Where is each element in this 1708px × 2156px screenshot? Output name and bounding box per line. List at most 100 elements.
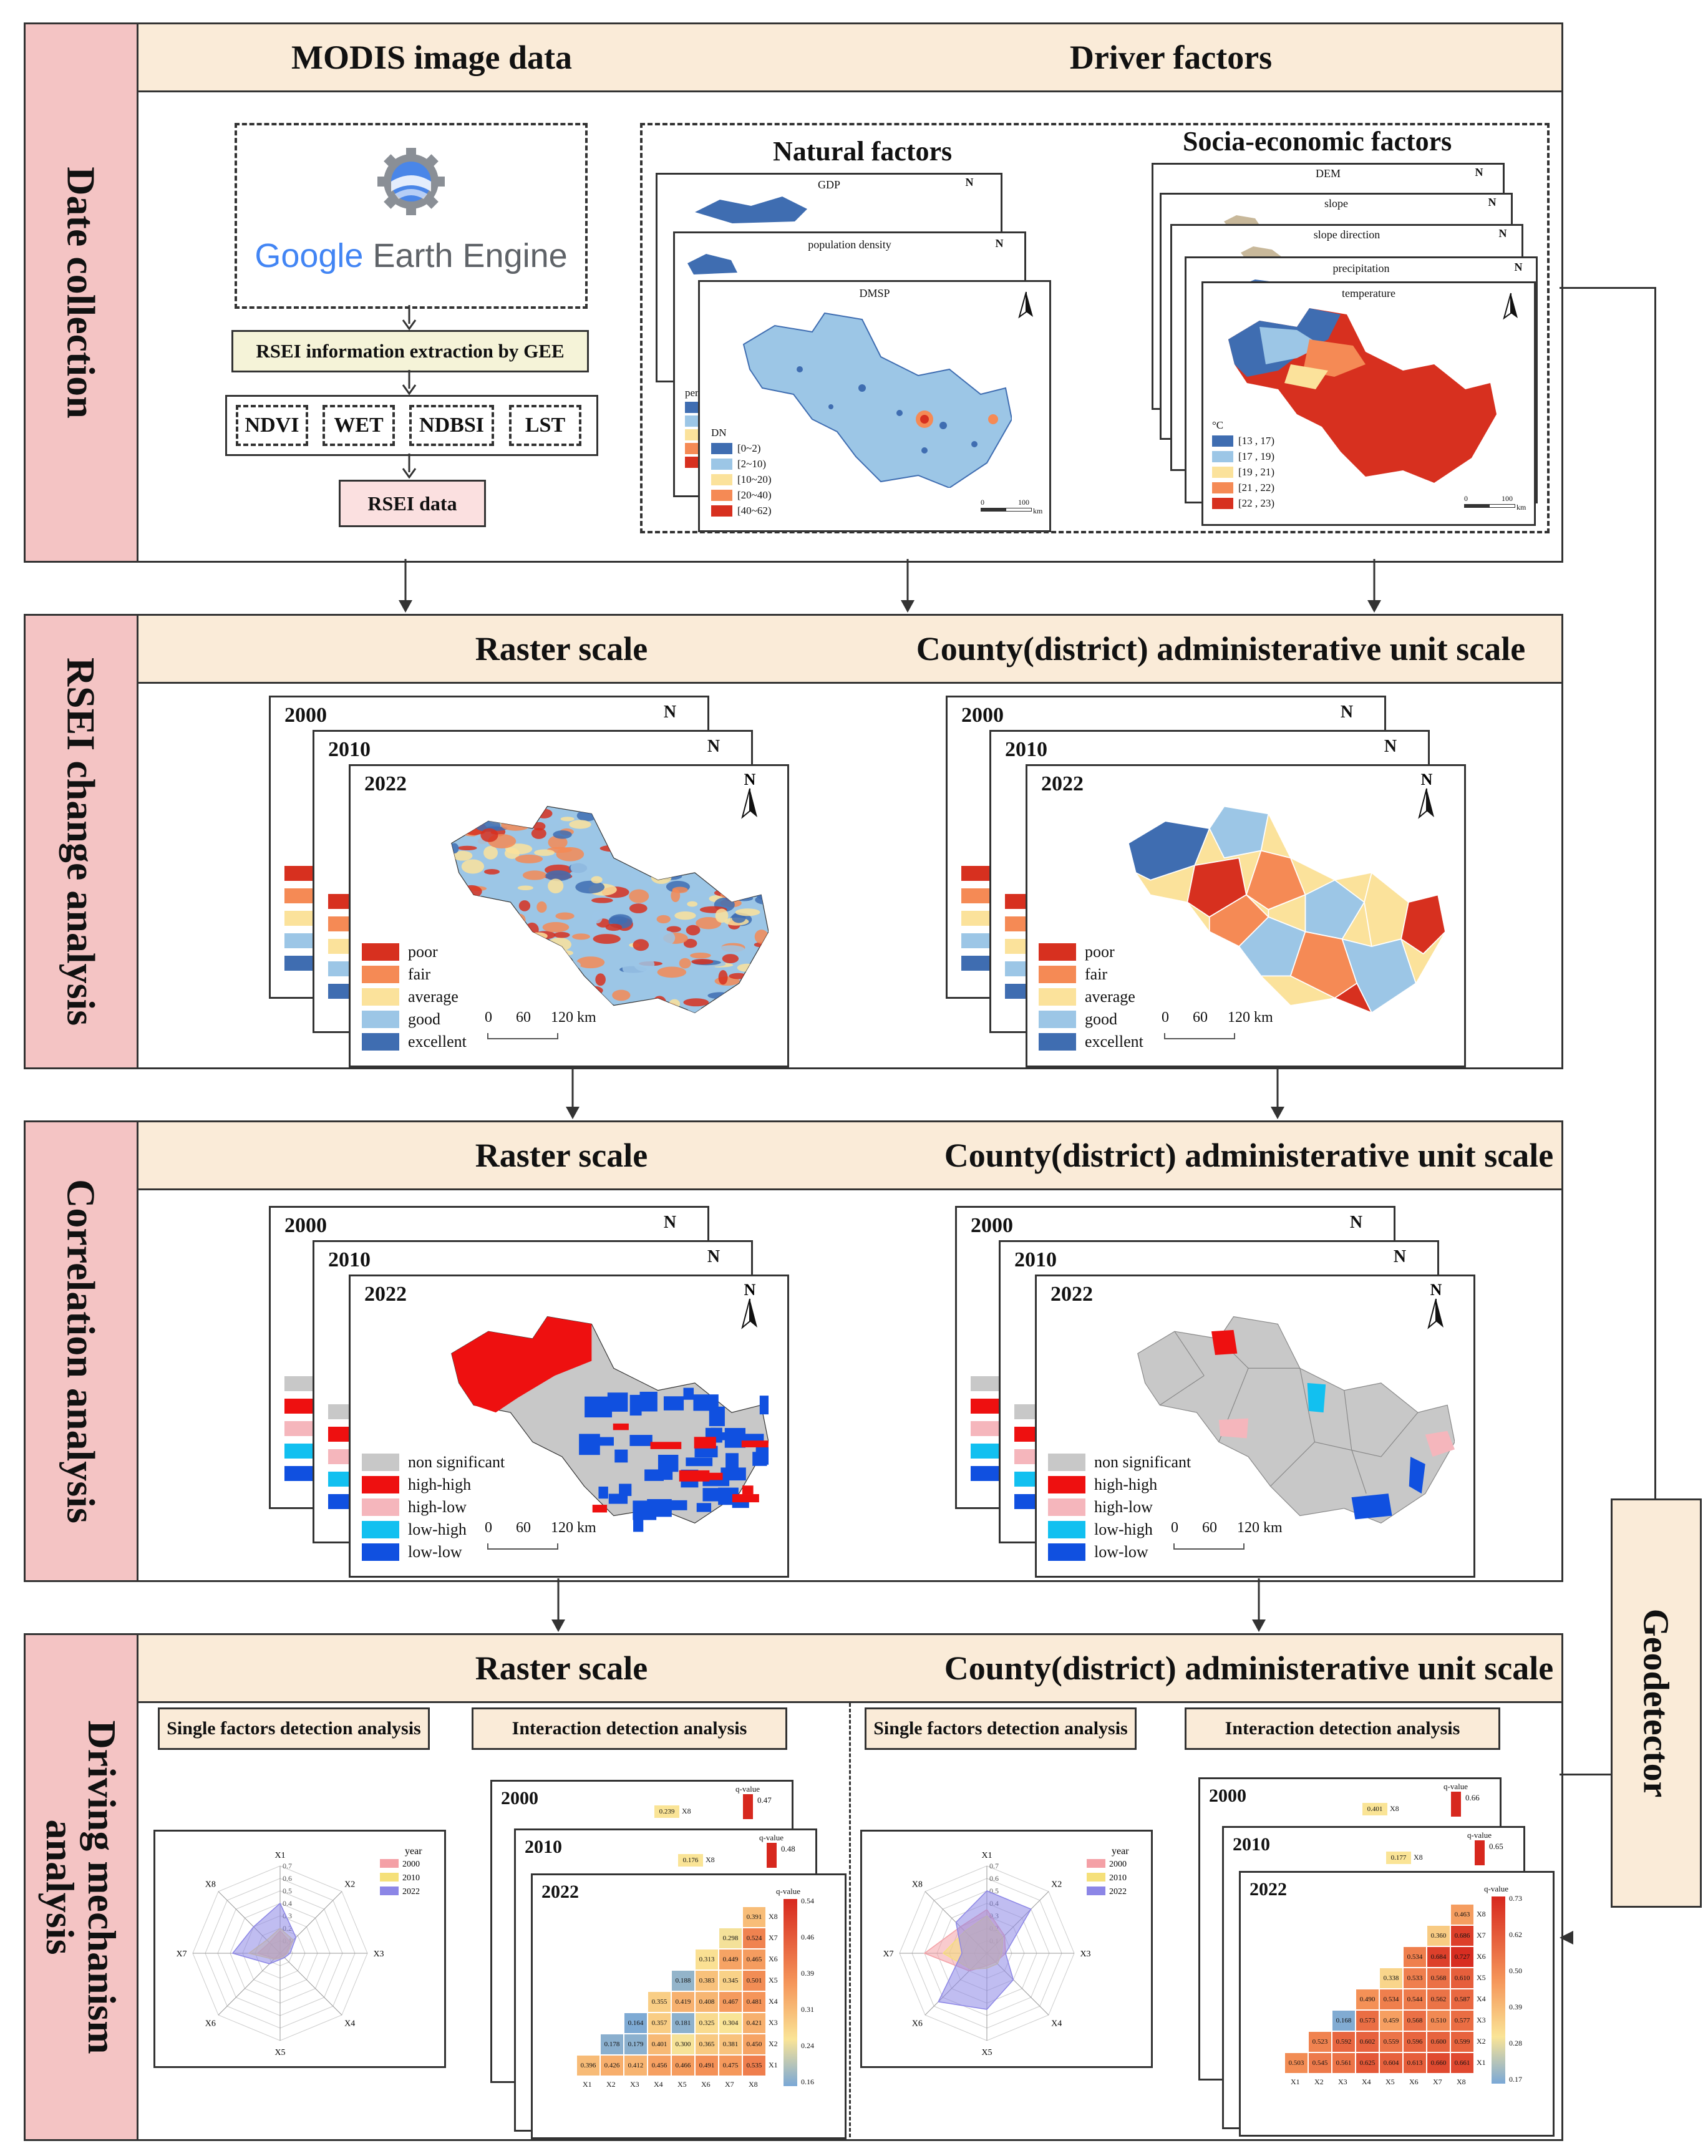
- heat-col-label: X1: [1291, 2077, 1300, 2086]
- gee-earth-engine-text: Earth Engine: [363, 237, 568, 274]
- section-label: RSEI change analysis: [59, 657, 104, 1026]
- heat-col-label: X5: [1385, 2077, 1395, 2086]
- year-label: 2022: [1041, 772, 1084, 795]
- section-header-band: Raster scale County(district) administer…: [138, 616, 1561, 684]
- heat-cell: 0.600: [1427, 2031, 1450, 2052]
- arrow-down-icon: [566, 1066, 580, 1119]
- radar-axis-label: X5: [981, 2048, 992, 2057]
- radar-legend-title: year: [1112, 1846, 1129, 1857]
- scale-label: 0: [485, 1520, 492, 1536]
- heat-cell: 0.599: [1450, 2031, 1474, 2052]
- heat-col-label: X8: [749, 2080, 758, 2089]
- map-thumb: [695, 197, 807, 223]
- radar-legend-swatch: [380, 1886, 399, 1895]
- heat-cell: 0.365: [695, 2034, 719, 2055]
- map-legend: non significant high-high high-low low-high…: [1048, 1451, 1191, 1563]
- heat-cell: 0.545: [1308, 2052, 1332, 2074]
- heat-cell: 0.179: [624, 2034, 648, 2055]
- radar-axis-label: X6: [912, 2019, 923, 2029]
- scale-line: [487, 1543, 558, 1550]
- radar-axis-line: [279, 1953, 342, 2016]
- socio-factors-title: Socia-economic factors: [1183, 126, 1452, 157]
- heat-cell: 0.164: [624, 2013, 648, 2034]
- heat-cell: 0.300: [671, 2034, 695, 2055]
- heat-cell: 0.534: [1379, 1989, 1403, 2010]
- map-legend: poor fair average good excellent: [362, 941, 467, 1053]
- scale-label: 120 km: [1228, 1009, 1273, 1026]
- legend-peek: [284, 1376, 316, 1488]
- legend-peek-swatch: [284, 1444, 316, 1459]
- legend-swatch: [1048, 1476, 1085, 1493]
- header-county-scale: County(district) administerative unit sc…: [944, 1649, 1554, 1687]
- back-cell: 0.401: [1362, 1803, 1387, 1815]
- colorbar-tick: 0.17: [1509, 2075, 1522, 2084]
- heat-cell: 0.613: [1403, 2052, 1427, 2074]
- arrow-down-icon: [901, 559, 915, 613]
- year-label: 2000: [501, 1788, 538, 1809]
- radar-axis-label: X2: [344, 1880, 355, 1889]
- legend-swatch: [1039, 988, 1076, 1006]
- heat-cell: 0.381: [719, 2034, 742, 2055]
- north-label: N: [707, 737, 721, 756]
- heat-cell: 0.188: [671, 1970, 695, 1991]
- dmsp-legend-2: [10~20): [737, 473, 772, 485]
- arrow-down-icon: [1271, 1066, 1284, 1119]
- map-thumb: [687, 254, 737, 274]
- colorbar-peek: [1475, 1840, 1485, 1865]
- back-cell: 0.239: [654, 1805, 679, 1818]
- radar-axis-label: X3: [373, 1950, 384, 1959]
- heat-cell: 0.345: [719, 1970, 742, 1991]
- heat-cell: 0.684: [1427, 1946, 1450, 1968]
- legend-text: low-high: [408, 1520, 467, 1538]
- heat-col-label: X5: [677, 2080, 687, 2089]
- heat-cell: 0.419: [671, 1991, 695, 2013]
- heat-cell: 0.401: [648, 2034, 671, 2055]
- year-label: 2022: [541, 1882, 579, 1902]
- heat-cell: 0.421: [742, 2013, 766, 2034]
- colorbar-tick: 0.39: [1509, 2003, 1522, 2011]
- heat-cell: 0.178: [600, 2034, 624, 2055]
- section-label-panel: Driving mechanism analysis: [26, 1635, 138, 2139]
- radar-axis-label: X4: [344, 2019, 355, 2029]
- radar-legend-label: 2000: [1109, 1860, 1127, 1869]
- legend-text: high-low: [408, 1498, 467, 1516]
- legend-text: excellent: [1085, 1032, 1143, 1051]
- legend-text: good: [408, 1010, 440, 1028]
- radar-legend-swatch: [1087, 1859, 1105, 1868]
- heat-cell: 0.577: [1450, 2010, 1474, 2031]
- legend-peek-swatch: [284, 866, 316, 881]
- heat-col-label: X6: [701, 2080, 711, 2089]
- section-label-panel: RSEI change analysis: [26, 616, 138, 1067]
- header-driver-factors: Driver factors: [1069, 39, 1273, 76]
- year-label: 2022: [1051, 1283, 1093, 1306]
- arrow-down-icon: [402, 454, 417, 478]
- radar-legend-title: year: [405, 1846, 422, 1857]
- heat-cell: 0.727: [1450, 1946, 1474, 1968]
- legend-peek-swatch: [971, 1421, 1002, 1436]
- interaction-title-raster: Interaction detection analysis: [472, 1707, 787, 1750]
- heat-row-label: X3: [769, 2018, 778, 2027]
- colorbar-max: 0.47: [757, 1795, 772, 1805]
- legend-text: fair: [408, 965, 431, 983]
- heat-cell: 0.465: [742, 1949, 766, 1970]
- year-label: 2000: [284, 704, 327, 727]
- legend-swatch: [362, 1498, 399, 1516]
- temp-legend-0: [13 , 17): [1238, 434, 1275, 447]
- map-title: slope: [1324, 197, 1348, 210]
- header-raster-scale: Raster scale: [475, 1649, 648, 1687]
- heat-cell: 0.181: [671, 2013, 695, 2034]
- map-title: precipitation: [1332, 262, 1390, 274]
- heat-row-label: X8: [769, 1912, 778, 1921]
- scale-bar: 0 60 120 km: [1162, 1009, 1286, 1041]
- heat-cell: 0.660: [1427, 2052, 1450, 2074]
- scale-label: 120 km: [1237, 1520, 1283, 1536]
- year-label: 2010: [1005, 738, 1047, 761]
- heat-cell: 0.544: [1403, 1989, 1427, 2010]
- heat-cell: 0.449: [719, 1949, 742, 1970]
- map-title: DMSP: [859, 287, 890, 299]
- legend-item: low-low: [362, 1541, 505, 1563]
